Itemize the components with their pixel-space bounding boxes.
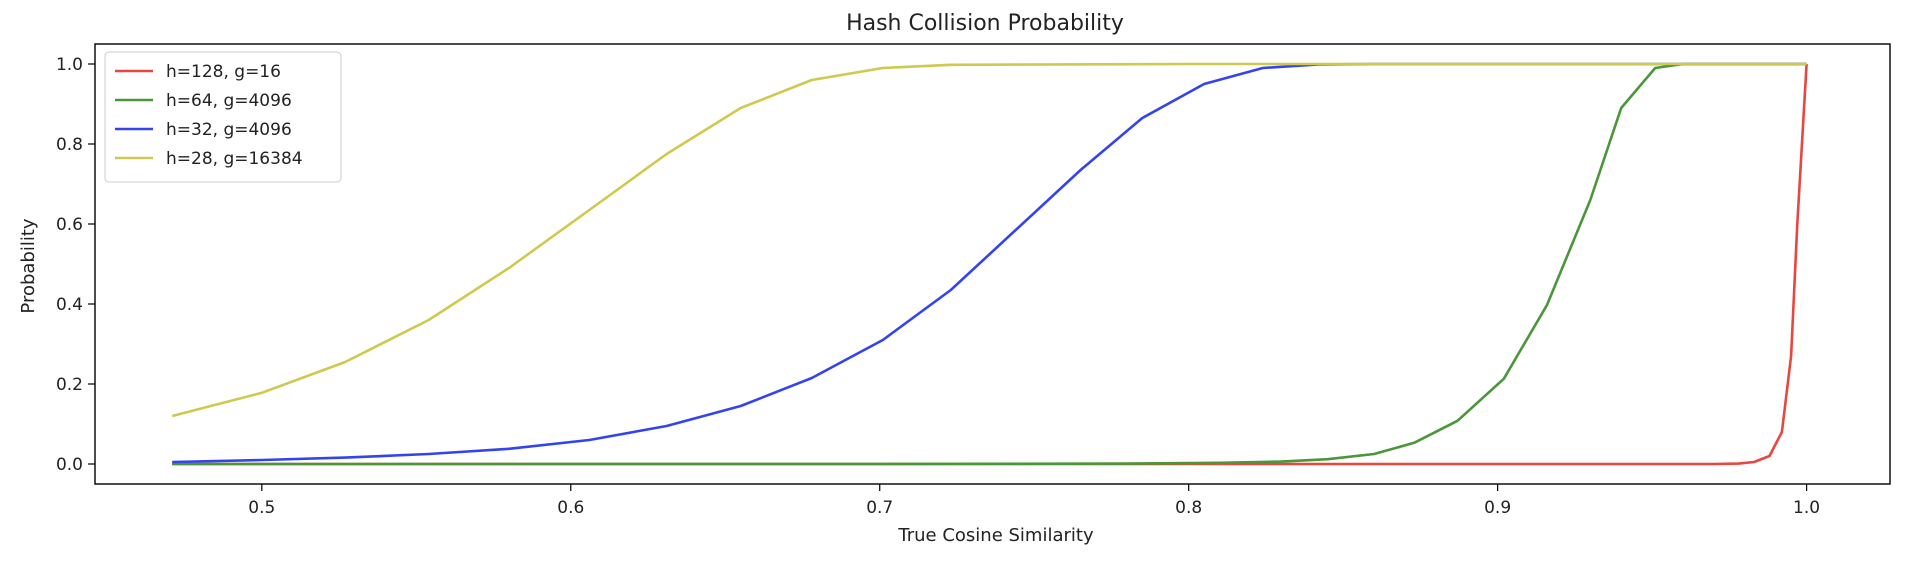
legend-label: h=32, g=4096 — [166, 120, 292, 140]
plot-frame — [94, 43, 1891, 485]
x-axis: 0.5 0.6 0.7 0.8 0.9 1.0 — [248, 484, 1820, 518]
y-tick-label: 1.0 — [56, 55, 83, 75]
x-tick-label: 0.8 — [1175, 498, 1202, 518]
x-tick-label: 0.6 — [557, 498, 584, 518]
y-tick-label: 0.6 — [56, 215, 83, 235]
legend-label: h=28, g=16384 — [166, 149, 303, 169]
y-tick-label: 0.4 — [56, 295, 83, 315]
legend-label: h=64, g=4096 — [166, 91, 292, 111]
series-line-1 — [172, 63, 1808, 466]
x-tick-label: 0.5 — [248, 498, 275, 518]
series-line-2 — [172, 62, 1807, 466]
x-tick-label: 1.0 — [1793, 498, 1820, 518]
chart-title: Hash Collision Probability — [846, 11, 1124, 36]
y-tick-label: 0.0 — [56, 455, 83, 475]
legend-label: h=128, g=16 — [166, 62, 281, 82]
y-tick-label: 0.2 — [56, 375, 83, 395]
series-line-4 — [171, 62, 1807, 418]
legend: h=128, g=16 h=64, g=4096 h=32, g=4096 h=28,… — [104, 51, 342, 183]
x-axis-label: True Cosine Similarity — [897, 525, 1094, 546]
legend-box — [104, 51, 342, 183]
x-tick-label: 0.7 — [866, 498, 893, 518]
series-layer — [171, 62, 1808, 466]
series-line-3 — [172, 62, 1807, 464]
x-tick-label: 0.9 — [1484, 498, 1511, 518]
y-axis-label: Probability — [18, 218, 39, 313]
y-tick-label: 0.8 — [56, 135, 83, 155]
y-axis: 0.0 0.2 0.4 0.6 0.8 1.0 — [56, 55, 95, 475]
